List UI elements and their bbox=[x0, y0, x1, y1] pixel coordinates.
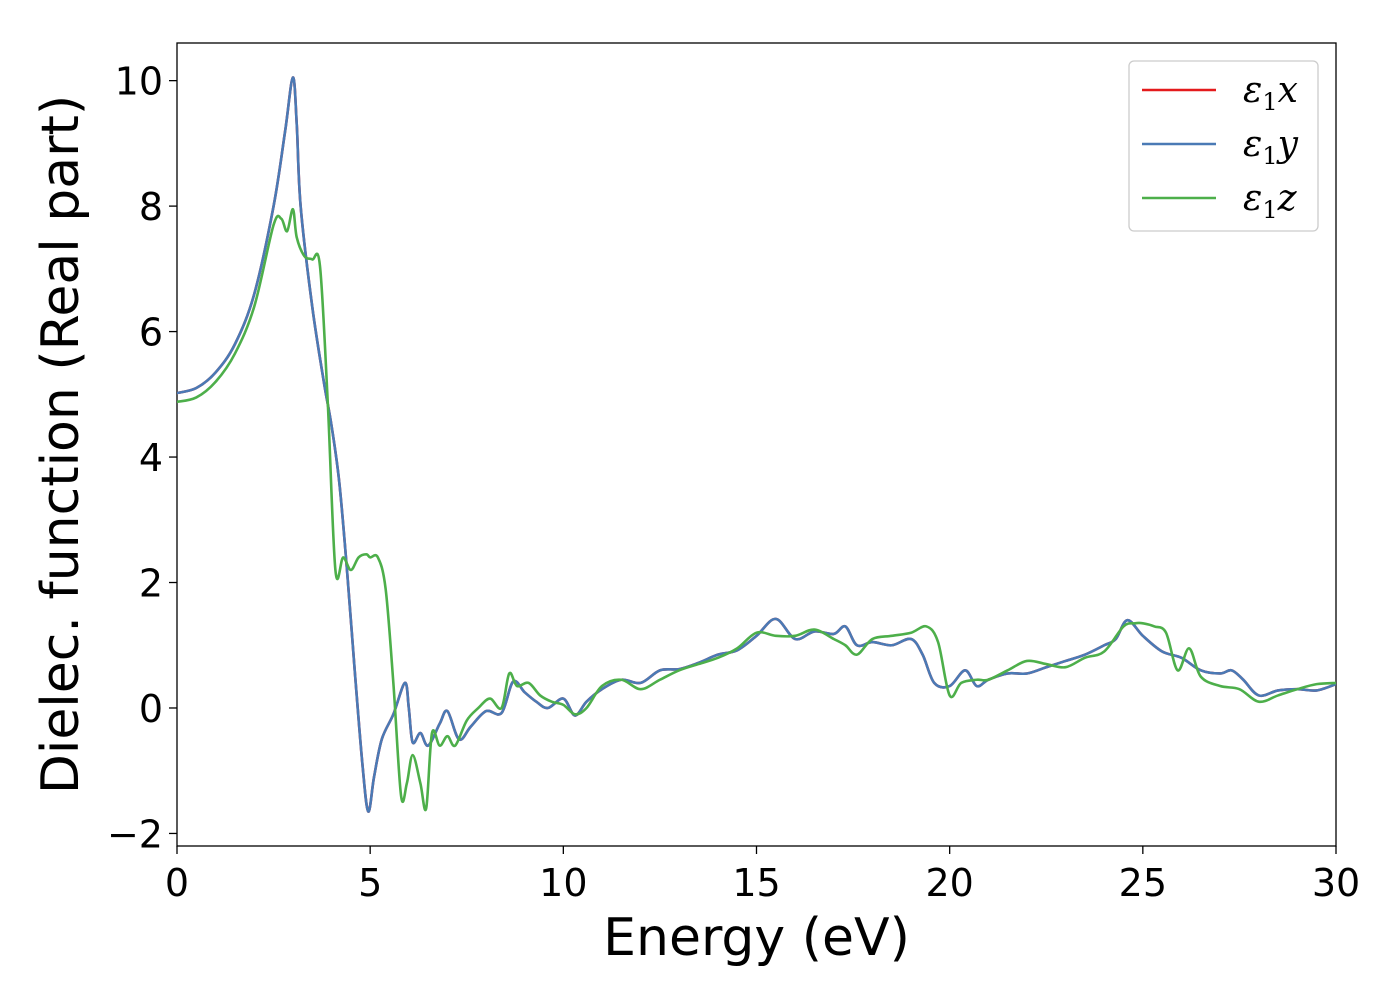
y-tick-label: 8 bbox=[139, 185, 163, 229]
x-tick-label: 0 bbox=[165, 861, 189, 905]
y-tick-label: 2 bbox=[139, 562, 163, 606]
y-tick-label: 10 bbox=[115, 60, 163, 104]
x-tick-label: 20 bbox=[925, 861, 973, 905]
legend: ε1x ε1y ε1z bbox=[1128, 60, 1319, 232]
series-group bbox=[177, 76, 1336, 813]
x-tick-label: 10 bbox=[539, 861, 587, 905]
x-axis-label: Energy (eV) bbox=[603, 908, 910, 968]
legend-box bbox=[1128, 60, 1319, 232]
x-tick-label: 25 bbox=[1119, 861, 1167, 905]
y-tick-label: 6 bbox=[139, 311, 163, 355]
y-tick-label: 0 bbox=[139, 687, 163, 731]
y-axis-label: Dielec. function (Real part) bbox=[31, 95, 91, 794]
x-tick-label: 30 bbox=[1312, 861, 1360, 905]
y-tick-label: −2 bbox=[107, 812, 163, 856]
legend-label-1: ε1x bbox=[1243, 70, 1298, 116]
x-tick-label: 5 bbox=[358, 861, 382, 905]
x-tick-label: 15 bbox=[732, 861, 780, 905]
legend-label-2: ε1y bbox=[1243, 124, 1299, 170]
series-line-3 bbox=[177, 207, 1336, 812]
legend-label-3: ε1z bbox=[1243, 178, 1298, 224]
x-axis-ticks: 0 5 10 15 20 25 30 bbox=[165, 846, 1360, 905]
y-axis-ticks: −2 0 2 4 6 8 10 bbox=[107, 60, 177, 856]
y-tick-label: 4 bbox=[139, 436, 163, 480]
